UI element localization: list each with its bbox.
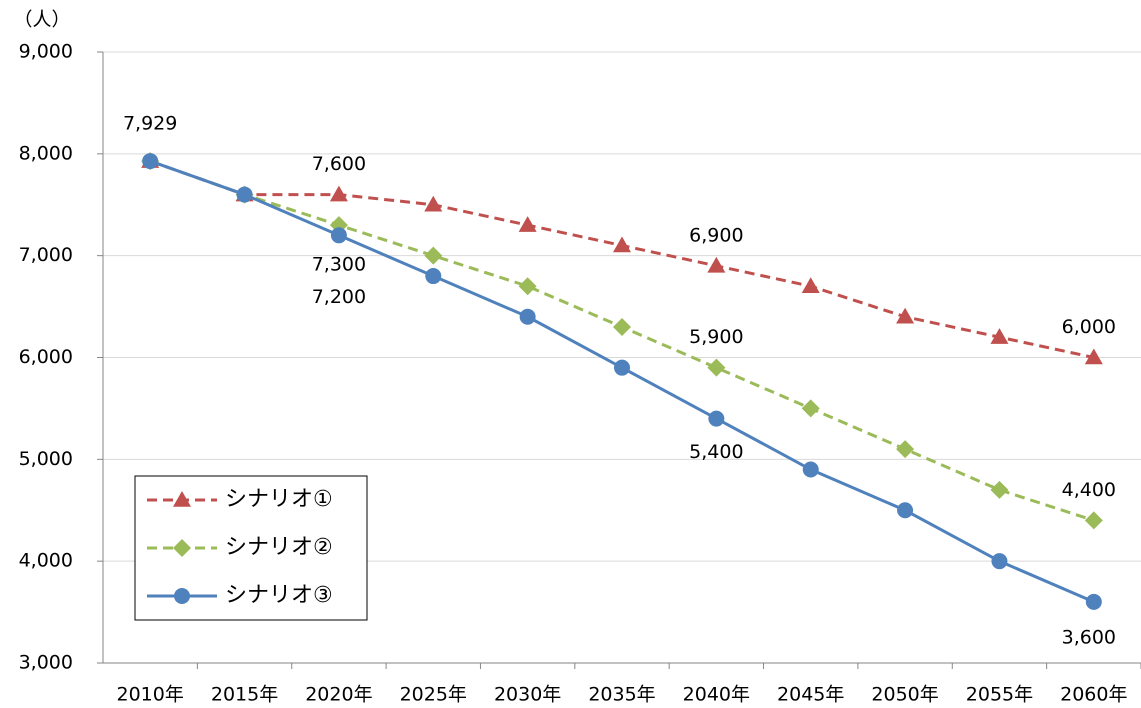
x-tick-label: 2035年	[588, 684, 655, 706]
data-point	[518, 216, 537, 232]
data-point	[519, 308, 536, 325]
data-point	[707, 358, 726, 377]
x-tick-label: 2015年	[211, 684, 278, 706]
data-point	[424, 246, 443, 265]
data-point	[614, 359, 630, 376]
data-label: 5,400	[689, 441, 743, 463]
data-point	[1084, 511, 1103, 530]
y-tick-label: 7,000	[19, 244, 73, 266]
legend-marker	[174, 588, 190, 604]
data-point	[142, 153, 159, 170]
legend-label: シナリオ②	[225, 535, 333, 560]
data-label: 3,600	[1062, 626, 1116, 648]
data-label: 5,900	[689, 326, 743, 348]
data-point	[425, 268, 442, 285]
legend-label: シナリオ①	[225, 487, 333, 512]
x-tick-label: 2050年	[871, 684, 938, 706]
data-label: 7,600	[312, 153, 366, 175]
data-point	[1085, 593, 1102, 610]
data-point	[802, 461, 819, 478]
x-tick-label: 2020年	[305, 684, 372, 706]
data-point	[424, 195, 443, 212]
y-tick-label: 3,000	[19, 652, 73, 674]
x-tick-label: 2060年	[1060, 684, 1127, 706]
y-tick-label: 8,000	[19, 142, 73, 164]
data-point	[801, 399, 820, 418]
data-point	[518, 277, 537, 296]
data-label: 7,929	[123, 113, 177, 135]
data-point	[990, 480, 1009, 499]
y-tick-label: 9,000	[19, 41, 73, 63]
data-label: 4,400	[1062, 479, 1116, 501]
data-point	[329, 185, 348, 202]
data-point	[991, 553, 1008, 570]
y-tick-label: 6,000	[19, 346, 73, 368]
data-point	[896, 307, 915, 324]
data-point	[236, 186, 253, 203]
legend-marker	[173, 539, 191, 557]
data-point	[613, 317, 631, 336]
data-point	[330, 227, 347, 244]
y-tick-label: 5,000	[19, 448, 73, 470]
legend-marker	[173, 491, 191, 507]
data-point	[613, 236, 631, 253]
data-point	[708, 410, 725, 427]
data-label: 7,300	[312, 254, 366, 276]
data-label: 6,900	[689, 224, 743, 246]
x-tick-label: 2025年	[400, 684, 467, 706]
data-point	[801, 277, 820, 293]
x-tick-label: 2045年	[777, 684, 844, 706]
data-label: 7,200	[312, 286, 366, 308]
x-tick-label: 2030年	[494, 684, 561, 706]
x-tick-label: 2055年	[966, 684, 1033, 706]
x-tick-label: 2010年	[117, 684, 184, 706]
data-point	[1084, 348, 1103, 365]
data-point	[897, 502, 914, 519]
legend-label: シナリオ③	[225, 583, 333, 608]
data-point	[707, 256, 726, 273]
x-tick-label: 2040年	[683, 684, 750, 706]
data-label: 6,000	[1062, 316, 1116, 338]
data-point	[990, 328, 1009, 344]
data-point	[896, 440, 915, 459]
y-tick-label: 4,000	[19, 550, 73, 572]
y-axis-label: （人）	[13, 9, 70, 31]
